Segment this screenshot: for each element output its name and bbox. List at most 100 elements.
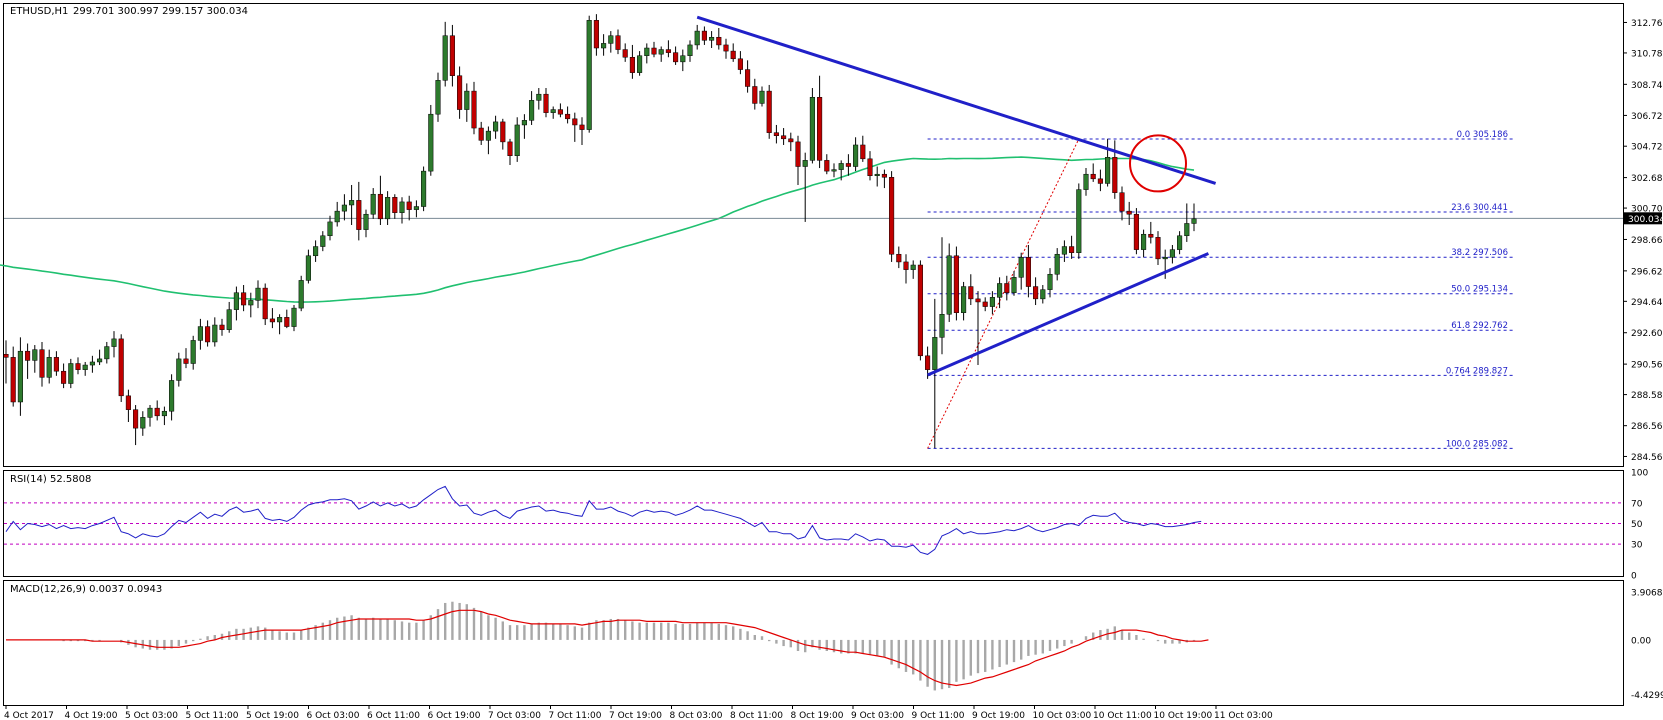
resistance-trend-line[interactable] <box>696 15 1217 185</box>
candle-body <box>1112 157 1118 193</box>
price-tick-label: 312.760 <box>1631 19 1663 29</box>
candle-body <box>233 292 239 310</box>
candle-body <box>485 130 491 141</box>
time-tick-label: 5 Oct 11:00 <box>186 711 239 720</box>
candle-body <box>910 264 916 270</box>
time-tick-label: 8 Oct 19:00 <box>791 711 844 720</box>
rsi-panel-frame <box>3 470 1624 577</box>
candle-body <box>406 201 412 210</box>
candle-body <box>298 280 304 309</box>
candle-body <box>413 206 419 210</box>
time-tick-label: 7 Oct 03:00 <box>488 711 541 720</box>
candle-body <box>478 127 484 141</box>
time-tick-label: 8 Oct 11:00 <box>730 711 783 720</box>
candle-body <box>82 364 88 370</box>
candle-body <box>183 358 189 364</box>
candle-body <box>1069 246 1075 253</box>
candle-body <box>255 287 261 301</box>
candle-body <box>723 44 729 52</box>
highlight-circle <box>1129 134 1187 193</box>
candle-body <box>701 30 707 41</box>
candle-body <box>809 97 815 161</box>
candle-body <box>493 121 499 132</box>
candle-body <box>629 56 635 73</box>
candle-body <box>608 35 614 44</box>
candle-body <box>788 138 794 143</box>
candle-body <box>428 113 434 172</box>
candle-body <box>557 109 563 115</box>
candle-body <box>867 158 873 176</box>
fib-level-label: 50.0 295.134 <box>1451 285 1508 295</box>
candle-body <box>795 141 801 167</box>
candle-body <box>1141 233 1147 250</box>
time-tick-label: 10 Oct 19:00 <box>1154 711 1213 720</box>
price-tick-label: 284.560 <box>1631 453 1663 463</box>
candle-body <box>219 324 225 330</box>
candle-body <box>277 317 283 323</box>
candle-body <box>1162 257 1168 260</box>
candle-body <box>377 193 383 220</box>
candle-body <box>442 35 448 81</box>
time-tick-label: 5 Oct 03:00 <box>125 711 178 720</box>
candle-body <box>881 173 887 178</box>
price-tick-label: 292.600 <box>1631 329 1663 339</box>
candle-body <box>305 255 311 281</box>
candle-body <box>961 286 967 313</box>
candle-body <box>824 160 830 172</box>
candle-body <box>1097 178 1103 184</box>
candle-body <box>989 297 995 307</box>
candle-body <box>550 109 556 113</box>
price-tick-label: 286.560 <box>1631 422 1663 432</box>
candle-body <box>399 201 405 213</box>
candle-body <box>1061 246 1067 255</box>
candle-body <box>759 90 765 104</box>
candle-body <box>89 361 95 366</box>
price-panel-frame <box>3 3 1624 467</box>
candle-body <box>226 309 232 330</box>
candle-body <box>3 354 9 358</box>
candle-body <box>529 100 535 121</box>
candle-body <box>543 93 549 113</box>
rsi-tick-label: 0 <box>1631 572 1637 582</box>
price-tick-label: 306.720 <box>1631 112 1663 122</box>
price-tick-label: 290.560 <box>1631 361 1663 371</box>
candle-body <box>435 80 441 115</box>
candle-body <box>370 193 376 215</box>
time-tick-label: 10 Oct 11:00 <box>1093 711 1152 720</box>
ohlc-header: 299.701 300.997 299.157 300.034 <box>73 6 248 17</box>
candle-body <box>17 350 23 403</box>
candle-body <box>896 253 902 263</box>
macd-panel-frame <box>3 580 1624 706</box>
candle-body <box>853 144 859 167</box>
time-tick-label: 4 Oct 19:00 <box>65 711 118 720</box>
candle-body <box>982 301 988 307</box>
candle-body <box>140 417 146 429</box>
candle-body <box>53 357 59 372</box>
candle-body <box>939 314 945 338</box>
candle-body <box>579 124 585 130</box>
candle-body <box>111 338 117 347</box>
candle-body <box>644 47 650 56</box>
candle-body <box>161 410 167 417</box>
macd-tick-label: 3.9068 <box>1631 588 1663 598</box>
candle-body <box>975 298 981 303</box>
candle-body <box>687 44 693 56</box>
candle-body <box>968 286 974 300</box>
macd-header: MACD(12,26,9) 0.0037 0.0943 <box>10 584 162 595</box>
candle-body <box>1090 173 1096 180</box>
candle-body <box>565 113 571 120</box>
candle-body <box>39 349 45 378</box>
rsi-panel: 100 70 50 30 0 <box>4 469 1648 582</box>
candle-body <box>205 326 211 343</box>
time-tick-label: 4 Oct 2017 <box>4 711 54 720</box>
candle-body <box>147 407 153 418</box>
time-tick-label: 8 Oct 03:00 <box>670 711 723 720</box>
candle-body <box>658 49 664 55</box>
candle-body <box>1177 235 1183 250</box>
candle-body <box>903 261 909 270</box>
candle-body <box>874 173 880 176</box>
support-trend-line[interactable] <box>927 252 1209 377</box>
symbol-header: ETHUSD,H1 <box>10 6 68 17</box>
candle-body <box>1119 192 1125 212</box>
